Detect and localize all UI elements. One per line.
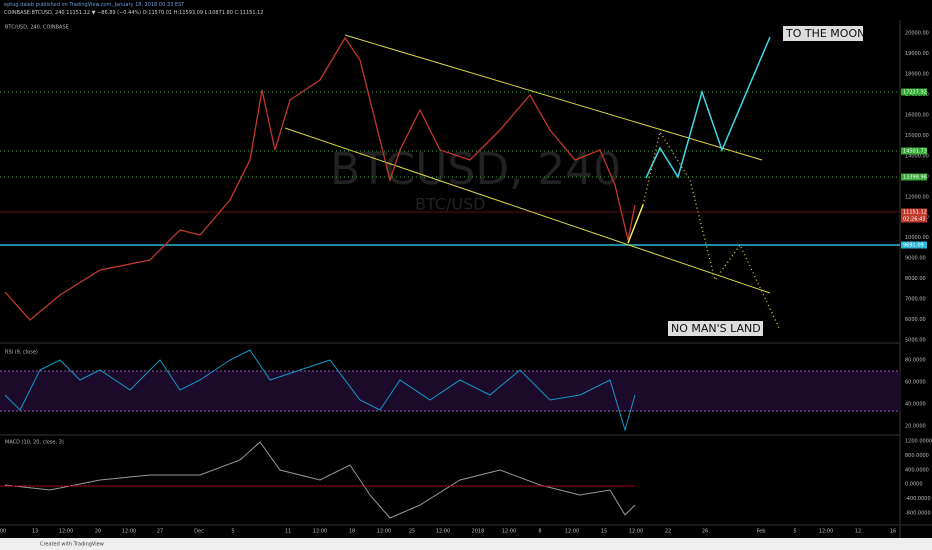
time-axis-label: 00 [0, 529, 6, 535]
price-axis-label: 19000.00 [905, 51, 929, 57]
macd-axis-label: -800.0000 [905, 511, 931, 517]
price-tag-label: 9691.09 [903, 243, 924, 249]
time-axis-label: 12:00 [565, 529, 579, 535]
watermark-symbol: BTCUSD, 240 [330, 144, 621, 195]
dotted-path [642, 130, 781, 331]
macd-axis-label: -400.0000 [905, 496, 931, 502]
time-axis-label: 11 [285, 529, 291, 535]
time-axis-label: 8 [538, 529, 541, 535]
rsi-axis-label: 20.0000 [905, 424, 926, 430]
price-axis-label: 9000.00 [905, 256, 926, 262]
time-axis-label: 12:00 [436, 529, 450, 535]
price-tag-label: 13398.98 [903, 175, 927, 181]
price-axis-label: 18000.00 [905, 71, 929, 77]
price-tag [901, 241, 927, 249]
annotation-box [783, 26, 863, 41]
time-axis-label: 5 [231, 529, 234, 535]
macd-axis-label: 0.0000 [905, 482, 923, 488]
time-axis-label: 12:00 [629, 529, 643, 535]
price-axis-label: 8000.00 [905, 276, 926, 282]
time-axis-label: 12:00 [313, 529, 327, 535]
author-line: eptug.daleb published on TradingView.com… [4, 2, 185, 8]
time-axis-label: 25 [409, 529, 415, 535]
time-axis-label: 16 [890, 529, 896, 535]
macd-axis-label: 1200.0000 [905, 439, 932, 445]
rsi-axis-label: 60.0000 [905, 380, 926, 386]
rsi-legend: RSI (9, close) [5, 350, 38, 356]
macd-axis-label: 400.0000 [905, 467, 929, 473]
arrow [627, 204, 644, 244]
time-axis-label: 18 [349, 529, 355, 535]
price-axis-label: 16000.00 [905, 112, 929, 118]
price-tag-label: 17227.92 [903, 90, 927, 96]
price-tag [901, 88, 927, 96]
footer-bar [0, 538, 932, 550]
arrow [645, 36, 771, 179]
time-axis-label: 15 [601, 529, 607, 535]
price-tag [901, 173, 927, 181]
price-axis-label: 12000.00 [905, 194, 929, 200]
time-axis-label: 27 [157, 529, 163, 535]
price-tag [901, 147, 927, 155]
price-tag-label: 14501.73 [903, 149, 927, 155]
price-tag-label: 02:26:43 [903, 217, 925, 223]
time-axis-label: 26 [702, 529, 708, 535]
price-tag-label: 11151.12 [903, 210, 927, 216]
price-path [4, 36, 636, 321]
annotation: NO MAN'S LAND [671, 322, 761, 335]
time-axis-label: 13 [32, 529, 38, 535]
price-axis-label: 10000.00 [905, 235, 929, 241]
time-axis-label: 2018 [472, 529, 485, 535]
rsi-axis-label: 80.0000 [905, 358, 926, 364]
channel-top [344, 34, 763, 161]
rsi-line [4, 349, 636, 432]
price-axis-label: 5000.00 [905, 338, 926, 344]
time-axis-label: 12 [855, 529, 861, 535]
watermark-pair: BTC/USD [415, 195, 486, 214]
symbol-line: COINBASE:BTCUSD, 240 11151.12 ▼ −86.89 (… [4, 10, 264, 16]
macd-legend: MACD (10, 20, close, 3) [5, 440, 64, 446]
time-axis-label: 20 [95, 529, 101, 535]
time-axis-label: Feb [757, 529, 766, 535]
rsi-band [0, 371, 900, 411]
time-axis-label: 5 [793, 529, 796, 535]
macd-axis-label: 800.0000 [905, 453, 929, 459]
time-axis-label: 12:00 [59, 529, 73, 535]
time-axis-label: 12:00 [819, 529, 833, 535]
price-axis-label: 7000.00 [905, 297, 926, 303]
annotation: TO THE MOON [785, 27, 865, 40]
price-tag [901, 208, 927, 216]
price-axis-label: 15000.00 [905, 133, 929, 139]
time-axis-label: 12:00 [377, 529, 391, 535]
channel-bottom [284, 127, 771, 294]
time-axis-label: Dec [194, 529, 204, 535]
macd-line [4, 441, 636, 519]
annotation-box [668, 321, 763, 336]
footer-text: Created with TradingView [40, 542, 104, 548]
rsi-axis-label: 40.0000 [905, 402, 926, 408]
price-axis-label: 6000.00 [905, 317, 926, 323]
time-axis-label: 12:00 [122, 529, 136, 535]
time-axis-label: 22 [665, 529, 671, 535]
price-axis-label: 20000.00 [905, 31, 929, 37]
main-legend: BTC/USD, 240, COINBASE [5, 25, 69, 31]
price-axis-label: 14000.00 [905, 153, 929, 159]
price-tag [901, 215, 927, 223]
time-axis-label: 12:00 [502, 529, 516, 535]
